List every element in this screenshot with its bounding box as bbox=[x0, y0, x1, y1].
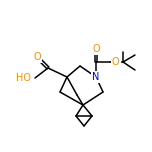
Text: O: O bbox=[92, 44, 100, 54]
Text: O: O bbox=[112, 57, 120, 67]
Text: O: O bbox=[33, 52, 41, 62]
Text: N: N bbox=[92, 72, 100, 82]
Text: HO: HO bbox=[16, 73, 31, 83]
